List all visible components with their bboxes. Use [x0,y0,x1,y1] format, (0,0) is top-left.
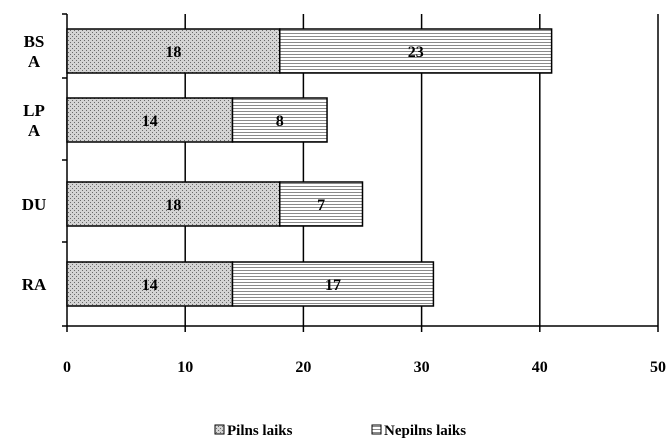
legend-swatch [214,424,225,435]
data-label: 14 [142,277,158,294]
legend: Pilns laiks Nepilns laiks [214,423,466,439]
data-label: 17 [325,277,341,294]
x-tick-label: 50 [650,359,666,376]
category-label: A [28,52,41,71]
data-label: 8 [276,113,284,130]
bar-segment-nepilns [231,261,435,307]
legend-label: Nepilns laiks [384,423,466,439]
data-label: 18 [165,197,181,214]
data-label: 7 [317,197,325,214]
data-label: 18 [165,44,181,61]
x-tick-label: 40 [532,359,548,376]
x-tick-label: 0 [63,359,71,376]
data-label: 14 [142,113,158,130]
category-label: BS [24,32,45,51]
legend-label: Pilns laiks [227,423,293,439]
x-tick-label: 30 [414,359,430,376]
data-label: 23 [408,44,424,61]
category-label: RA [22,275,47,294]
bars [66,28,553,307]
bar-segment-nepilns [279,28,553,74]
bar-segment-nepilns [231,97,328,143]
bar-segment-nepilns [279,181,364,227]
x-tick-label: 10 [177,359,193,376]
category-label: DU [22,195,47,214]
x-tick-label: 20 [295,359,311,376]
category-label: A [28,121,41,140]
category-label: LP [23,101,45,120]
legend-swatch [371,424,382,435]
